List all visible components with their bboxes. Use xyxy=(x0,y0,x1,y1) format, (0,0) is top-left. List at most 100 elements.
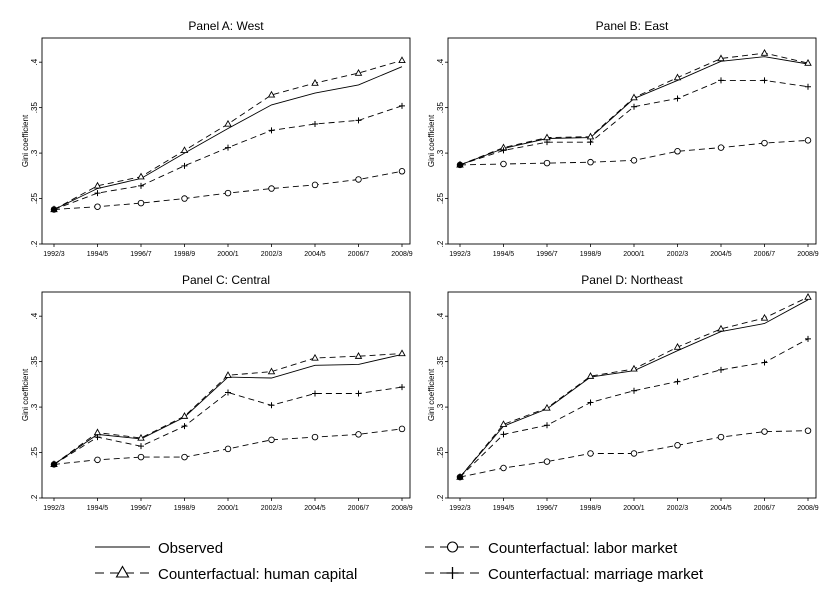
y-tick-label: .35 xyxy=(30,356,39,368)
plot-frame xyxy=(447,291,817,499)
data-point xyxy=(355,176,362,183)
data-point xyxy=(631,387,637,394)
series-line xyxy=(53,353,403,465)
x-tick-label: 2000/1 xyxy=(217,251,239,258)
y-tick-label: .4 xyxy=(436,58,445,65)
data-point xyxy=(312,121,318,127)
start-point xyxy=(457,474,463,480)
x-tick-label: 1994/5 xyxy=(493,251,515,258)
data-point xyxy=(94,190,101,197)
data-point xyxy=(499,420,508,428)
series-counterfactual-labor-market xyxy=(456,137,812,169)
legend-circle-marker xyxy=(446,541,459,553)
data-point xyxy=(93,428,102,436)
y-tick-label: .35 xyxy=(30,102,39,114)
y-tick-label: .3 xyxy=(436,149,445,156)
data-point xyxy=(355,117,362,124)
panel-title: Panel A: West xyxy=(188,19,264,33)
data-point xyxy=(399,102,405,109)
x-tick-label: 2004/5 xyxy=(710,505,732,512)
data-point xyxy=(138,182,144,189)
x-tick-label: 2000/1 xyxy=(623,505,645,512)
x-tick-label: 2006/7 xyxy=(348,251,370,258)
data-point xyxy=(268,402,275,409)
legend-item-marriage-market: Counterfactual: marriage market xyxy=(425,566,704,583)
legend-triangle-marker xyxy=(115,565,130,578)
data-point xyxy=(587,158,594,166)
x-tick-label: 1996/7 xyxy=(130,505,152,512)
data-point xyxy=(631,103,637,110)
x-tick-label: 1998/9 xyxy=(174,251,196,258)
data-point xyxy=(544,139,550,146)
data-point xyxy=(805,83,811,90)
legend-label-observed: Observed xyxy=(158,540,223,557)
data-point xyxy=(718,77,724,84)
data-point xyxy=(267,90,276,98)
data-point xyxy=(586,372,595,379)
x-tick-label: 2006/7 xyxy=(348,505,370,512)
data-point xyxy=(761,77,768,84)
x-tick-label: 1994/5 xyxy=(493,505,515,512)
panel-title: Panel C: Central xyxy=(182,273,270,287)
data-point xyxy=(544,422,550,429)
x-tick-label: 1998/9 xyxy=(174,505,196,512)
data-point xyxy=(543,403,551,411)
y-tick-label: .2 xyxy=(30,494,39,501)
data-point xyxy=(674,378,681,385)
x-tick-label: 2006/7 xyxy=(754,505,776,512)
data-point xyxy=(354,352,363,359)
x-tick-label: 2008/9 xyxy=(797,251,819,258)
data-point xyxy=(500,464,507,472)
start-point xyxy=(51,206,57,213)
data-point xyxy=(673,342,682,350)
legend: Observed Counterfactual: labor market Co… xyxy=(95,540,704,583)
data-point xyxy=(268,127,275,134)
data-point xyxy=(137,433,145,441)
data-point xyxy=(804,58,812,66)
y-tick-label: .35 xyxy=(436,102,445,114)
data-point xyxy=(500,431,507,438)
data-point xyxy=(398,349,406,357)
plot-frame xyxy=(41,291,411,499)
panel-title: Panel D: Northeast xyxy=(581,273,683,287)
series-line xyxy=(53,386,403,465)
x-tick-label: 1994/5 xyxy=(87,505,109,512)
x-tick-label: 2000/1 xyxy=(623,251,645,258)
data-point xyxy=(268,436,275,444)
data-point xyxy=(137,172,145,180)
data-point xyxy=(718,366,724,373)
x-tick-label: 2002/3 xyxy=(667,505,689,512)
y-tick-label: .3 xyxy=(30,149,39,156)
y-tick-label: .25 xyxy=(30,446,39,458)
data-point xyxy=(354,68,363,76)
x-tick-label: 1996/7 xyxy=(536,505,558,512)
data-point xyxy=(805,335,811,342)
data-point xyxy=(267,367,276,375)
series-line xyxy=(53,66,403,210)
y-axis-label: Gini coefficient xyxy=(21,368,30,421)
x-tick-label: 2004/5 xyxy=(304,251,326,258)
data-point xyxy=(181,162,188,169)
data-point xyxy=(311,181,319,189)
series-line xyxy=(459,338,809,478)
x-tick-label: 1996/7 xyxy=(536,251,558,258)
data-point xyxy=(587,450,594,457)
data-point xyxy=(760,48,769,56)
data-point xyxy=(674,148,681,155)
y-axis-label: Gini coefficient xyxy=(21,114,30,167)
data-point xyxy=(804,292,812,300)
y-tick-label: .2 xyxy=(436,494,445,501)
data-point xyxy=(137,199,145,207)
y-tick-label: .2 xyxy=(436,240,445,247)
data-point xyxy=(674,442,681,449)
data-point xyxy=(630,93,638,101)
legend-item-human-capital: Counterfactual: human capital xyxy=(95,565,357,583)
data-point xyxy=(804,137,812,144)
series-counterfactual-marriage-market xyxy=(457,77,811,168)
series-counterfactual-human-capital xyxy=(50,56,406,213)
data-point xyxy=(224,189,232,197)
series-observed xyxy=(53,66,403,210)
x-tick-label: 2008/9 xyxy=(797,505,819,512)
start-point xyxy=(51,461,57,467)
data-point xyxy=(630,157,638,164)
